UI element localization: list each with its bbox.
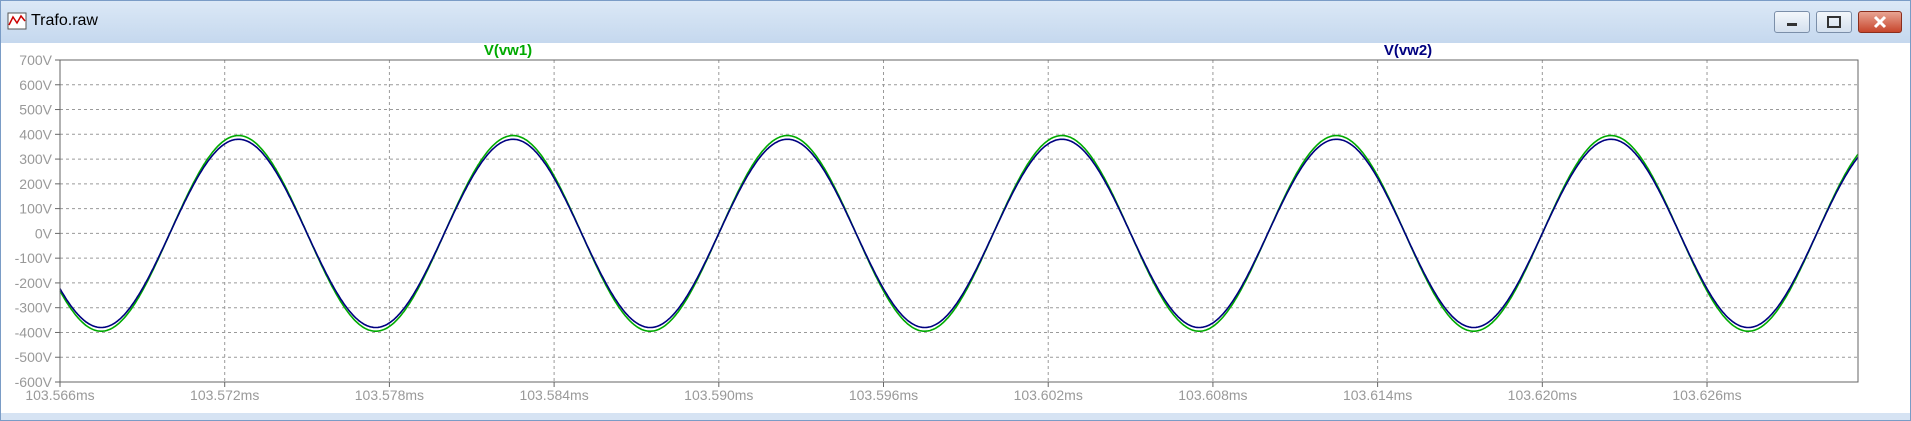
maximize-button[interactable] — [1816, 11, 1852, 33]
waveform-plot-area[interactable]: 700V 600V 500V 400V 300V 200V 100V 0V -100V -200V… — [1, 43, 1910, 420]
x-axis-ticks: 103.566ms 103.572ms 103.578ms 103.584ms 103.… — [25, 382, 1742, 403]
trace-2 — [59, 138, 1859, 329]
window-bottom-edge — [1, 413, 1910, 420]
x-tick-label: 103.590ms — [684, 387, 753, 403]
trace-legend[interactable]: V(vw1) V(vw2) — [484, 43, 1432, 59]
minimize-icon — [1787, 23, 1797, 26]
y-tick-label: 700V — [19, 52, 52, 68]
waveform-plot-icon — [7, 12, 27, 30]
x-tick-label: 103.596ms — [849, 387, 918, 403]
x-tick-label: 103.608ms — [1178, 387, 1247, 403]
plot-grid — [59, 59, 1858, 383]
y-tick-label: -300V — [15, 300, 53, 316]
trace-1 — [59, 134, 1859, 332]
title-bar[interactable]: Trafo.raw — [1, 1, 1910, 44]
minimize-button[interactable] — [1774, 11, 1810, 33]
y-tick-label: -500V — [15, 349, 53, 365]
plot-frame — [59, 59, 1859, 383]
x-tick-label: 103.614ms — [1343, 387, 1412, 403]
y-tick-label: -600V — [15, 374, 53, 390]
y-tick-label: 0V — [35, 225, 53, 241]
close-button[interactable] — [1858, 11, 1902, 33]
y-tick-label: 500V — [19, 102, 52, 118]
x-tick-label: 103.620ms — [1508, 387, 1577, 403]
y-tick-label: 300V — [19, 151, 52, 167]
window-title: Trafo.raw — [31, 12, 98, 29]
y-tick-label: 100V — [19, 201, 52, 217]
x-tick-label: 103.578ms — [355, 387, 424, 403]
plot-traces — [59, 134, 1859, 332]
x-tick-label: 103.626ms — [1672, 387, 1741, 403]
legend-label-1[interactable]: V(vw1) — [484, 43, 532, 59]
y-tick-label: 600V — [19, 77, 52, 93]
x-tick-label: 103.572ms — [190, 387, 259, 403]
maximize-icon — [1827, 16, 1841, 28]
x-tick-label: 103.566ms — [25, 387, 94, 403]
close-icon — [1873, 15, 1887, 29]
y-axis-ticks: 700V 600V 500V 400V 300V 200V 100V 0V -100V -200V… — [15, 52, 60, 390]
y-tick-label: 200V — [19, 176, 52, 192]
x-tick-label: 103.584ms — [519, 387, 588, 403]
y-tick-label: -200V — [15, 275, 53, 291]
y-tick-label: 400V — [19, 126, 52, 142]
legend-label-2[interactable]: V(vw2) — [1384, 43, 1432, 59]
y-tick-label: -400V — [15, 324, 53, 340]
x-tick-label: 103.602ms — [1014, 387, 1083, 403]
y-tick-label: -100V — [15, 250, 53, 266]
